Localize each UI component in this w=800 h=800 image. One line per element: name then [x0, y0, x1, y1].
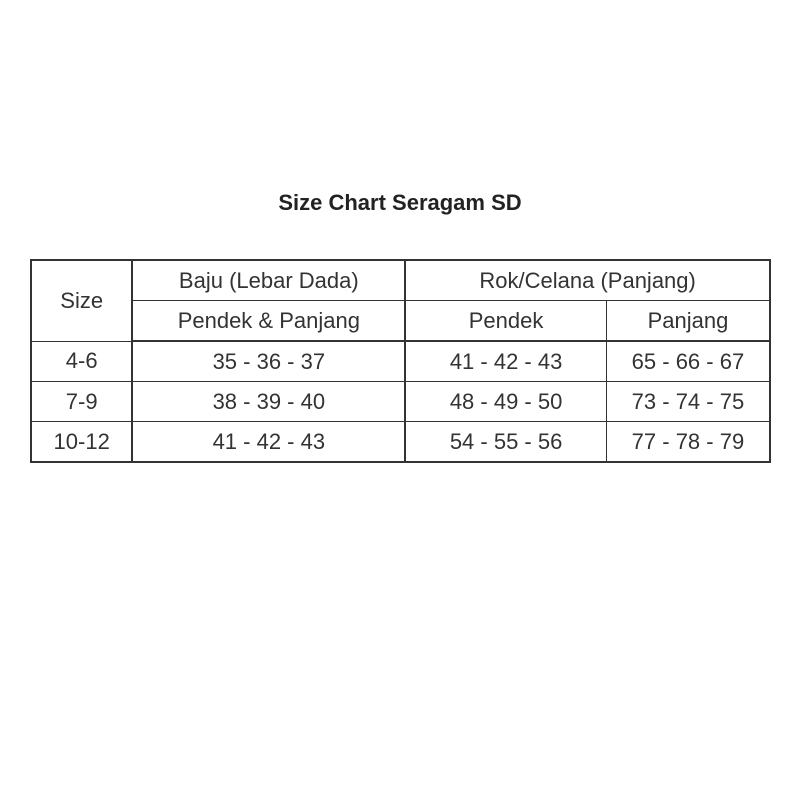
rok-panjang-cell: 77 - 78 - 79: [605, 421, 771, 463]
size-cell: 4-6: [30, 340, 134, 382]
size-cell: 10-12: [30, 421, 134, 463]
rok-panjang-cell: 65 - 66 - 67: [605, 340, 771, 382]
baju-cell: 35 - 36 - 37: [131, 340, 407, 382]
baju-cell: 38 - 39 - 40: [131, 381, 407, 422]
rok-pendek-header: Pendek: [404, 300, 607, 342]
subheader-row: Pendek & Panjang Pendek Panjang: [31, 300, 771, 342]
baju-cell: 41 - 42 - 43: [131, 421, 407, 463]
header-row: Size Baju (Lebar Dada) Rok/Celana (Panja…: [30, 259, 771, 342]
page-title: Size Chart Seragam SD: [278, 190, 522, 215]
size-header: Size: [30, 259, 134, 342]
table-row: 7-9 38 - 39 - 40 48 - 49 - 50 73 - 74 - …: [30, 381, 771, 422]
baju-header: Baju (Lebar Dada): [131, 259, 407, 301]
rok-pendek-cell: 41 - 42 - 43: [404, 340, 607, 382]
table-row: 4-6 35 - 36 - 37 41 - 42 - 43 65 - 66 - …: [30, 340, 771, 382]
rok-pendek-cell: 48 - 49 - 50: [404, 381, 607, 422]
size-cell: 7-9: [30, 381, 134, 422]
rok-panjang-cell: 73 - 74 - 75: [605, 381, 771, 422]
rok-panjang-header: Panjang: [605, 300, 771, 342]
size-chart-table: Size Baju (Lebar Dada) Rok/Celana (Panja…: [30, 259, 771, 463]
rok-header: Rok/Celana (Panjang): [404, 259, 771, 301]
table-row: 10-12 41 - 42 - 43 54 - 55 - 56 77 - 78 …: [30, 421, 771, 463]
baju-subheader: Pendek & Panjang: [131, 300, 407, 342]
rok-pendek-cell: 54 - 55 - 56: [404, 421, 607, 463]
